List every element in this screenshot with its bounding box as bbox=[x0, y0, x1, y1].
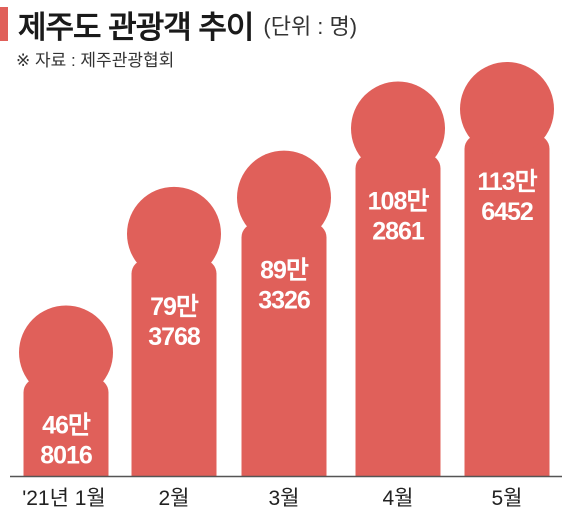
x-tick-label: 4월 bbox=[383, 487, 414, 510]
bar-body bbox=[131, 259, 217, 476]
bar-head bbox=[351, 81, 445, 176]
unit-label: (단위 : 명) bbox=[263, 14, 358, 39]
x-tick-label: '21년 1월 bbox=[22, 487, 106, 510]
bar-head bbox=[127, 186, 221, 281]
bar-data-label: 89만 bbox=[260, 257, 309, 285]
bar-data-label: 113만 bbox=[477, 168, 537, 196]
bar-body bbox=[241, 223, 327, 476]
bar-head bbox=[19, 305, 113, 400]
bar-body bbox=[23, 378, 109, 476]
bar-data-label: 3326 bbox=[258, 287, 310, 315]
title-accent-bar bbox=[0, 7, 8, 41]
bar-head bbox=[237, 150, 331, 245]
bar-base bbox=[131, 456, 217, 476]
bar-base bbox=[241, 456, 327, 476]
bar-body bbox=[355, 154, 441, 477]
bar-data-label: 2861 bbox=[372, 218, 425, 246]
bar-body bbox=[464, 134, 550, 476]
source-note: ※ 자료 : 제주관광협회 bbox=[16, 51, 175, 70]
x-tick-label: 5월 bbox=[492, 487, 523, 510]
bar-data-label: 79만 bbox=[150, 293, 199, 321]
bar-base bbox=[23, 456, 109, 476]
title-row: 제주도 관광객 추이 (단위 : 명) bbox=[0, 4, 358, 45]
bar-data-label: 46만 bbox=[42, 412, 91, 440]
x-tick-label: 2월 bbox=[159, 487, 190, 510]
bar-base bbox=[464, 456, 550, 476]
bar-data-label: 3768 bbox=[148, 323, 201, 351]
bar-data-label: 108만 bbox=[368, 188, 430, 216]
bar-data-label: 6452 bbox=[481, 198, 533, 226]
x-tick-label: 3월 bbox=[269, 487, 300, 510]
bar-base bbox=[355, 456, 441, 476]
chart-title: 제주도 관광객 추이 bbox=[18, 9, 254, 45]
bar-data-label: 8016 bbox=[40, 442, 92, 470]
bar-head bbox=[460, 62, 554, 156]
